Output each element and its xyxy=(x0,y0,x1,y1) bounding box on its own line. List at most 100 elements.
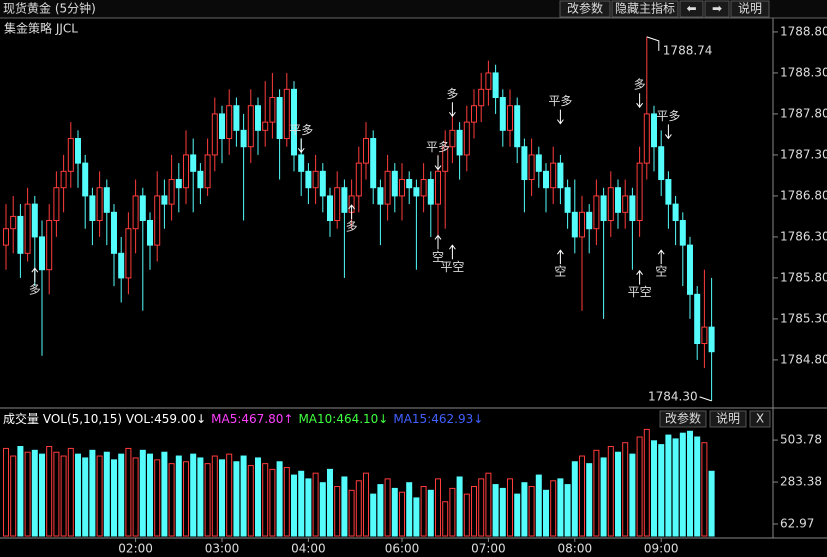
candle-body xyxy=(197,170,204,189)
volume-bar xyxy=(571,461,578,537)
volume-bar xyxy=(204,463,211,537)
volume-bar xyxy=(291,474,297,537)
signal-arrow xyxy=(665,124,672,140)
volume-bar xyxy=(399,491,405,537)
volume-bar xyxy=(341,476,348,537)
y-tick-label: 503.78 xyxy=(780,433,822,447)
candle-body xyxy=(535,154,542,172)
volume-bar xyxy=(139,449,146,537)
volume-bar xyxy=(53,451,60,537)
volume-bar xyxy=(492,484,499,537)
extreme-label: 1784.30 xyxy=(648,389,698,403)
volume-bar xyxy=(535,474,542,537)
volume-bar xyxy=(442,501,449,537)
volume-bar xyxy=(183,461,189,537)
volume-header-item: MA15:462.93↓ xyxy=(393,412,483,426)
candle-body xyxy=(276,97,283,140)
signal-label: 平多 xyxy=(289,123,313,137)
volume-bar xyxy=(10,455,17,537)
signal-label: 平空 xyxy=(440,260,464,274)
candle-body xyxy=(219,113,225,140)
candle-body xyxy=(571,211,578,238)
candle-body xyxy=(442,146,449,172)
candle-body xyxy=(701,326,708,345)
candle-body xyxy=(687,244,693,295)
signal-arrow xyxy=(434,155,442,171)
toolbar-button[interactable] xyxy=(679,0,704,18)
volume-bar xyxy=(75,453,81,537)
y-tick-label: 1786.80 xyxy=(780,188,827,202)
signal-label: 平多 xyxy=(656,109,680,123)
volume-bar xyxy=(298,470,305,537)
toolbar-button-label[interactable]: ⬅ xyxy=(686,2,696,16)
toolbar-button-label[interactable]: 隐藏主指标 xyxy=(615,1,675,16)
volume-bar xyxy=(247,465,254,537)
candle-body xyxy=(658,146,665,181)
y-tick-label: 1787.30 xyxy=(780,147,827,161)
volume-bar xyxy=(550,480,557,537)
toolbar-button[interactable] xyxy=(611,0,679,18)
candle-body xyxy=(168,179,175,205)
x-tick-label: 06:00 xyxy=(385,542,420,556)
volume-bar xyxy=(427,489,434,537)
volume-bar xyxy=(60,455,67,537)
candle-body xyxy=(463,121,470,156)
candle-body xyxy=(75,138,81,164)
signal: 平空 xyxy=(440,244,464,274)
candle-body xyxy=(53,187,60,222)
panel-button-label[interactable]: 改参数 xyxy=(665,411,701,426)
panel-button[interactable] xyxy=(709,410,747,428)
volume-bar xyxy=(643,428,650,537)
candle-body xyxy=(672,203,679,222)
y-tick-label: 1785.30 xyxy=(780,311,827,325)
signal: 多 xyxy=(346,204,358,234)
candle-body xyxy=(643,113,650,164)
volume-bar xyxy=(89,449,96,537)
toolbar-button-label[interactable]: ➡ xyxy=(712,2,722,16)
signal: 平多 xyxy=(548,94,572,125)
candle-body xyxy=(312,170,319,189)
signal-arrow xyxy=(557,109,564,125)
candle-body xyxy=(305,170,312,189)
signal-arrow xyxy=(297,138,305,154)
signal-arrow xyxy=(636,93,643,109)
volume-bar xyxy=(435,478,441,537)
candle-body xyxy=(514,105,521,148)
volume-bar xyxy=(348,489,355,537)
candle-body xyxy=(125,228,132,279)
candle-body xyxy=(636,162,643,222)
volume-header-item: MA5:467.80↑ xyxy=(211,412,293,426)
volume-bar xyxy=(456,476,463,537)
candle-body xyxy=(550,162,557,189)
candle-body xyxy=(298,154,305,172)
toolbar-button-label[interactable]: 说明 xyxy=(738,1,762,16)
candle-body xyxy=(154,195,161,246)
panel-button[interactable] xyxy=(749,410,771,428)
toolbar-button-label[interactable]: 改参数 xyxy=(567,1,603,16)
panel-button[interactable] xyxy=(659,410,707,428)
signal-label: 平空 xyxy=(628,285,652,299)
volume-bar xyxy=(147,453,153,537)
toolbar-button[interactable] xyxy=(704,0,730,18)
y-tick-label: 1788.80 xyxy=(780,24,827,38)
volume-bar xyxy=(521,482,528,537)
candle-body xyxy=(579,211,585,238)
volume-bar xyxy=(255,457,261,537)
candle-body xyxy=(262,121,269,131)
volume-bar xyxy=(17,446,24,537)
candle-body xyxy=(240,129,247,148)
toolbar-button[interactable] xyxy=(559,0,611,18)
volume-bar xyxy=(67,447,74,537)
volume-bar xyxy=(615,451,621,537)
panel-button-label[interactable]: X xyxy=(756,412,764,426)
y-tick-label: 62.97 xyxy=(780,517,814,531)
panel-button-label[interactable]: 说明 xyxy=(716,411,740,426)
candle-body xyxy=(190,154,197,172)
volume-bar xyxy=(276,461,283,537)
toolbar-button[interactable] xyxy=(730,0,770,18)
volume-bar xyxy=(449,487,456,537)
signal-label: 空 xyxy=(432,250,444,264)
volume-bar xyxy=(629,453,636,537)
volume-bar xyxy=(103,451,110,537)
volume-bar xyxy=(557,478,564,537)
